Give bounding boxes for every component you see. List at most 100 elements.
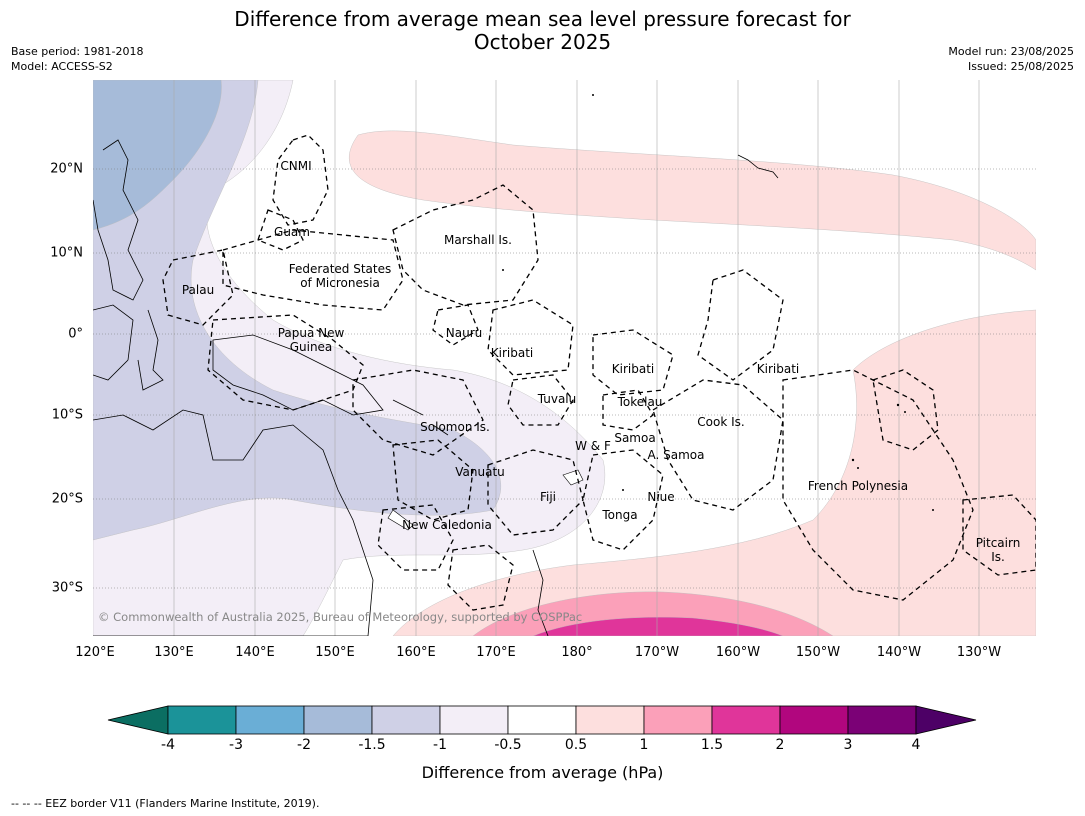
region-label-tuvalu: Tuvalu [537, 392, 577, 406]
eez-guam [257, 209, 304, 251]
coast-australia [93, 409, 374, 636]
issued-date: Issued: 25/08/2025 [967, 60, 1074, 73]
y-tick: 20°N [50, 161, 83, 177]
region-label-american-samoa: A. Samoa [647, 448, 705, 462]
region-label-nauru: Nauru [445, 326, 483, 340]
land-new-caledonia [387, 509, 414, 531]
y-tick: 30°S [51, 580, 83, 596]
y-tick: 10°S [51, 407, 83, 423]
x-tick: 150°W [795, 645, 841, 660]
colorbar-tick: 0.5 [564, 737, 588, 753]
region-label-new-caledonia: New Caledonia [402, 518, 492, 532]
model-run: Model run: 23/08/2025 [948, 45, 1074, 58]
colorbar-tick: -1 [433, 737, 447, 753]
colorbar-tick: 1.5 [700, 737, 724, 753]
eez-cnmi [272, 134, 329, 226]
colorbar-cell [439, 705, 509, 735]
page-title: Difference from average mean sea level p… [0, 8, 1085, 54]
region-label-fsm: Federated States of Micronesia [288, 262, 392, 290]
region-label-kiribati-east: Kiribati [756, 362, 800, 376]
region-label-png: Papua New Guinea [277, 326, 345, 354]
meta-left: Base period: 1981-2018 Model: ACCESS-S2 [11, 44, 143, 74]
colorbar-cell [643, 705, 713, 735]
region-label-cook: Cook Is. [697, 415, 745, 429]
eez-fsm [222, 229, 404, 311]
colorbar-tick: 2 [775, 737, 785, 753]
region-label-kiribati-west: Kiribati [490, 346, 534, 360]
coast-new-zealand [532, 549, 549, 636]
coast-borneo [93, 304, 134, 381]
x-tick: 170°E [476, 645, 516, 660]
coast-philippines [93, 139, 144, 301]
eez-kiribati-east [697, 269, 784, 381]
y-tick: 0° [68, 326, 83, 342]
region-label-samoa: Samoa [614, 431, 656, 445]
colorbar-cell [575, 705, 645, 735]
x-tick: 160°W [715, 645, 761, 660]
eez-niue-tonga [582, 449, 664, 551]
contour-pos05-north [348, 130, 1036, 271]
eez-french-polynesia-east [872, 369, 939, 451]
y-tick: 10°N [50, 245, 83, 261]
colorbar-cell [847, 705, 917, 735]
eez-palau [162, 249, 234, 326]
colorbar-label: Difference from average (hPa) [421, 763, 664, 782]
colorbar-cell [507, 705, 577, 735]
region-label-fiji: Fiji [539, 490, 557, 504]
colorbar-cell [235, 705, 305, 735]
x-tick: 150°E [315, 645, 355, 660]
colorbar-cell [711, 705, 781, 735]
coast-solomons [392, 399, 449, 436]
eez-vanuatu [392, 439, 474, 521]
coastlines [93, 139, 779, 636]
contour-pos15 [532, 616, 784, 636]
x-tick: 140°E [235, 645, 275, 660]
eez-png [207, 314, 364, 411]
small-islands [502, 94, 934, 511]
meridian-grid [173, 80, 980, 636]
colorbar-cells [107, 705, 977, 735]
colorbar [107, 705, 977, 735]
x-tick: 160°E [396, 645, 436, 660]
coast-new-guinea [212, 334, 384, 416]
x-tick: 170°W [634, 645, 680, 660]
region-label-tonga: Tonga [602, 508, 638, 522]
y-tick: 20°S [51, 491, 83, 507]
x-tick: 180° [561, 645, 593, 660]
x-tick: 130°W [956, 645, 1002, 660]
colorbar-cell [779, 705, 849, 735]
region-label-wallis-futuna: W & F [575, 439, 611, 453]
x-tick: 120°E [75, 645, 115, 660]
colorbar-cell [371, 705, 441, 735]
region-label-vanuatu: Vanuatu [455, 465, 505, 479]
colorbar-tick: -4 [161, 737, 175, 753]
colorbar-cell [167, 705, 237, 735]
pressure-anomaly-map [93, 80, 1036, 636]
colorbar-tick: -3 [229, 737, 243, 753]
base-period: Base period: 1981-2018 [11, 45, 144, 58]
region-label-niue: Niue [647, 490, 675, 504]
region-label-kiribati-central: Kiribati [611, 362, 655, 376]
meta-right: Model run: 23/08/2025 Issued: 25/08/2025 [948, 44, 1074, 74]
region-label-cnmi: CNMI [280, 159, 312, 173]
colorbar-tick: 1 [639, 737, 649, 753]
colorbar-tick: -0.5 [494, 737, 522, 753]
eez-marshall [392, 184, 539, 306]
region-label-palau: Palau [181, 283, 215, 297]
title-line-2: October 2025 [473, 30, 612, 54]
model-name: Model: ACCESS-S2 [11, 60, 113, 73]
copyright-notice: © Commonwealth of Australia 2025, Bureau… [98, 610, 583, 624]
colorbar-extension-right [915, 705, 977, 735]
x-tick: 130°E [154, 645, 194, 660]
region-label-guam: Guam [274, 225, 310, 239]
eez-borders [162, 134, 1036, 611]
eez-norfolk [447, 544, 514, 611]
contour-neg15 [93, 80, 222, 231]
parallel-grid [93, 168, 1036, 589]
region-label-solomon: Solomon Is. [420, 420, 490, 434]
eez-cook [652, 379, 784, 511]
coast-sulawesi [137, 309, 164, 391]
region-label-french-polynesia: French Polynesia [807, 479, 909, 493]
footnote: -- -- -- EEZ border V11 (Flanders Marine… [11, 797, 320, 810]
eez-tuvalu [507, 374, 574, 426]
